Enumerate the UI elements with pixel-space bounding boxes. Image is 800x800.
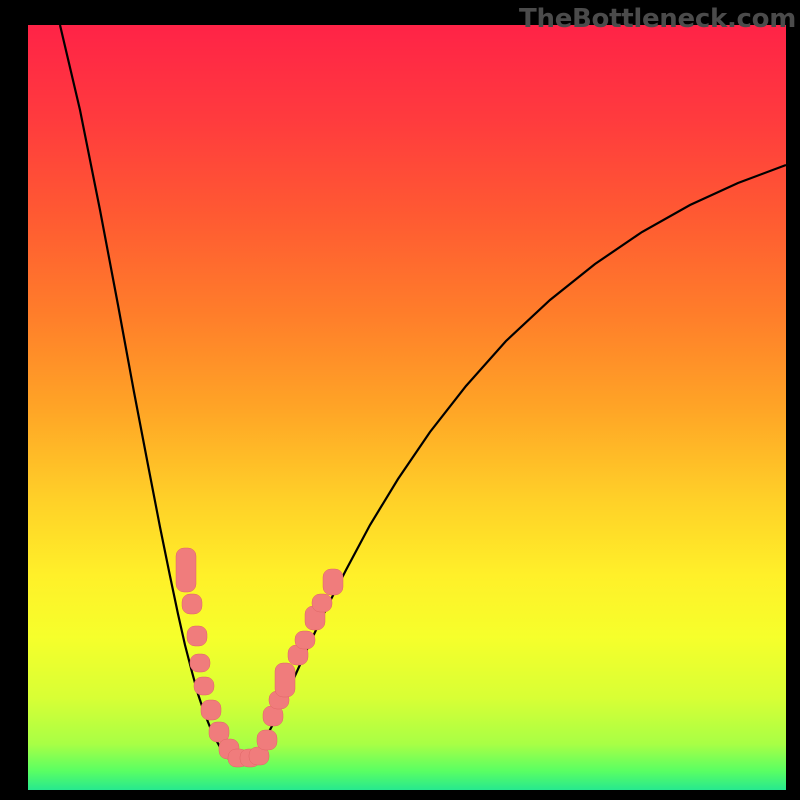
chart-canvas: TheBottleneck.com: [0, 0, 800, 800]
data-marker: [312, 594, 332, 612]
watermark-text: TheBottleneck.com: [519, 4, 796, 34]
data-marker: [257, 730, 277, 750]
data-marker: [190, 654, 210, 672]
data-marker: [275, 663, 295, 697]
plot-background: [28, 25, 786, 790]
data-marker: [194, 677, 214, 695]
data-marker: [176, 548, 196, 592]
chart-svg: [0, 0, 800, 800]
data-marker: [295, 631, 315, 649]
data-marker: [201, 700, 221, 720]
data-marker: [323, 569, 343, 595]
data-marker: [182, 594, 202, 614]
data-marker: [187, 626, 207, 646]
